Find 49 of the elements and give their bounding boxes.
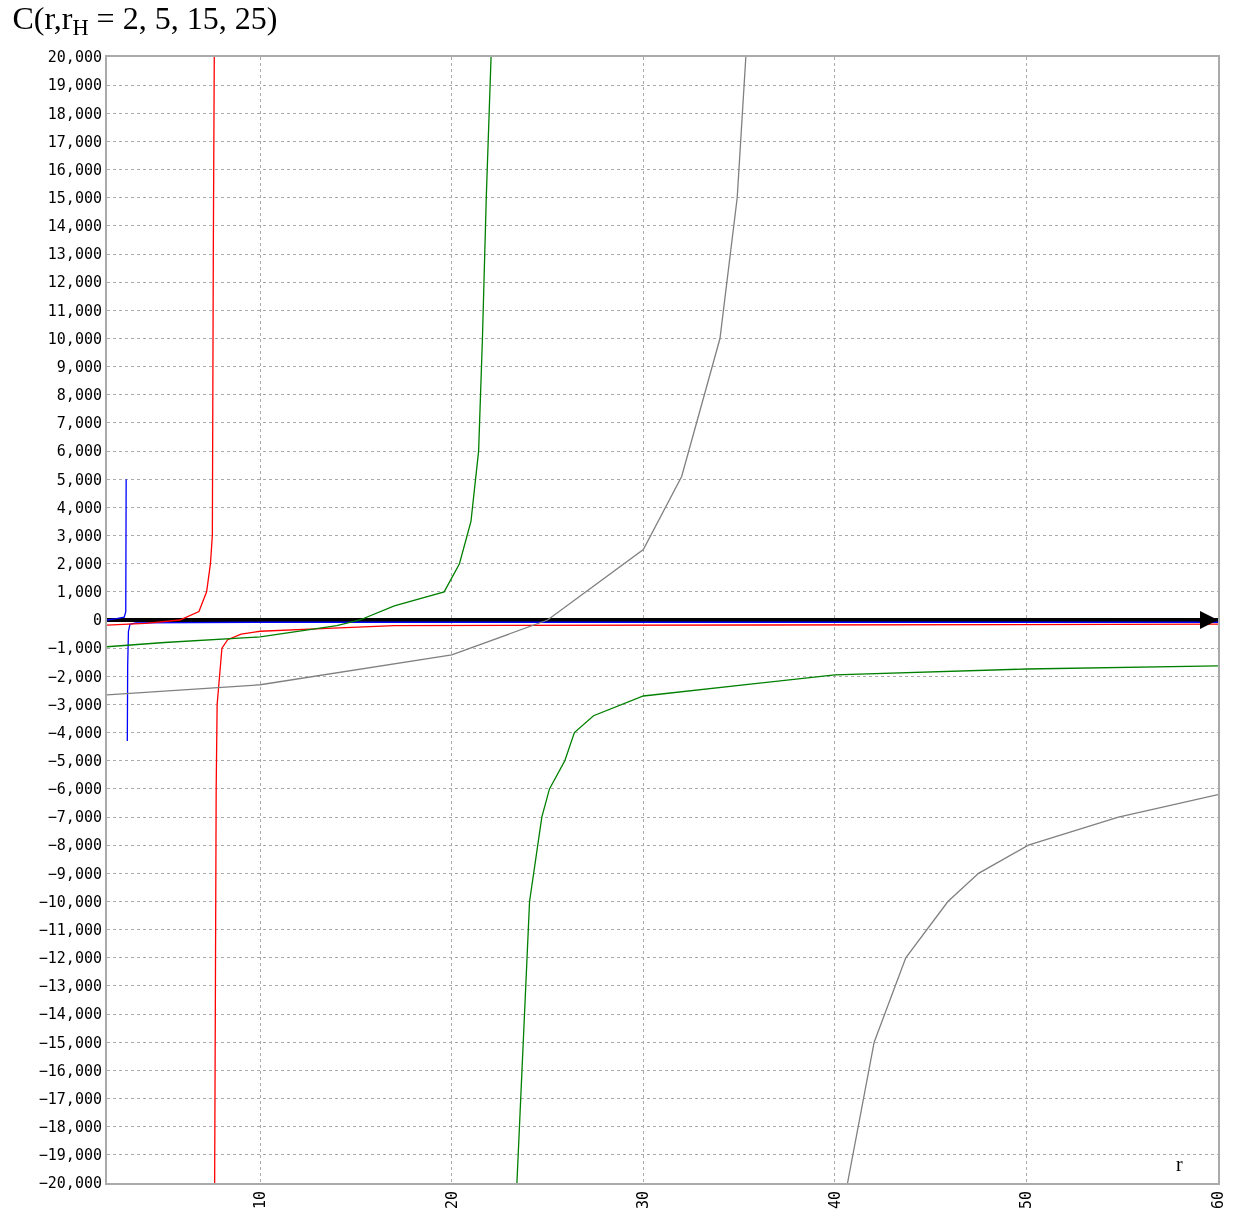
y-tick-label: −3,000	[47, 695, 102, 714]
y-tick-label: −1,000	[47, 639, 102, 658]
y-tick-label: 9,000	[56, 357, 102, 376]
y-tick-label: 17,000	[47, 132, 102, 151]
y-tick-label: 0	[92, 611, 102, 630]
y-tick-label: −13,000	[38, 977, 102, 996]
x-tick-label: 20	[442, 1191, 461, 1210]
y-tick-label: 7,000	[56, 414, 102, 433]
y-tick-label: −16,000	[38, 1061, 102, 1080]
y-tick-label: 13,000	[47, 245, 102, 264]
y-tick-label: 10,000	[47, 329, 102, 348]
y-tick-label: −4,000	[47, 723, 102, 742]
y-tick-label: 8,000	[56, 386, 102, 405]
x-tick-label: 10	[251, 1191, 270, 1210]
y-tick-label: −14,000	[38, 1005, 102, 1024]
y-tick-label: 19,000	[47, 76, 102, 95]
x-axis-title: r	[1176, 1153, 1183, 1175]
y-tick-label: 6,000	[56, 442, 102, 461]
x-tick-label: 40	[825, 1191, 844, 1210]
y-tick-label: −10,000	[38, 892, 102, 911]
y-tick-label: 16,000	[47, 160, 102, 179]
y-tick-label: −2,000	[47, 667, 102, 686]
y-tick-label: 11,000	[47, 301, 102, 320]
y-tick-label: −9,000	[47, 864, 102, 883]
y-tick-label: −19,000	[38, 1146, 102, 1165]
y-tick-label: −11,000	[38, 920, 102, 939]
y-tick-label: −17,000	[38, 1089, 102, 1108]
y-tick-label: −7,000	[47, 808, 102, 827]
y-tick-label: −8,000	[47, 836, 102, 855]
y-tick-label: 12,000	[47, 273, 102, 292]
y-tick-label: −6,000	[47, 780, 102, 799]
y-tick-label: −20,000	[38, 1174, 102, 1193]
y-tick-label: −18,000	[38, 1117, 102, 1136]
y-tick-label: 1,000	[56, 583, 102, 602]
x-tick-label: 50	[1017, 1191, 1036, 1210]
y-tick-label: −12,000	[38, 949, 102, 968]
x-tick-label: 30	[634, 1191, 653, 1210]
chart-title: C(r,r$_{H}$ = 2, 5, 15, 25)	[12, 0, 278, 41]
y-tick-label: 14,000	[47, 217, 102, 236]
y-tick-label: −5,000	[47, 752, 102, 770]
y-tick-label: 2,000	[56, 554, 102, 573]
y-tick-label: 15,000	[47, 189, 102, 207]
y-tick-label: 4,000	[56, 498, 102, 517]
y-tick-label: 18,000	[47, 104, 102, 123]
y-tick-label: 5,000	[56, 470, 102, 489]
y-tick-label: 20,000	[47, 48, 102, 67]
y-tick-label: −15,000	[38, 1033, 102, 1052]
x-tick-label: 60	[1208, 1191, 1227, 1210]
y-tick-label: 3,000	[56, 526, 102, 545]
